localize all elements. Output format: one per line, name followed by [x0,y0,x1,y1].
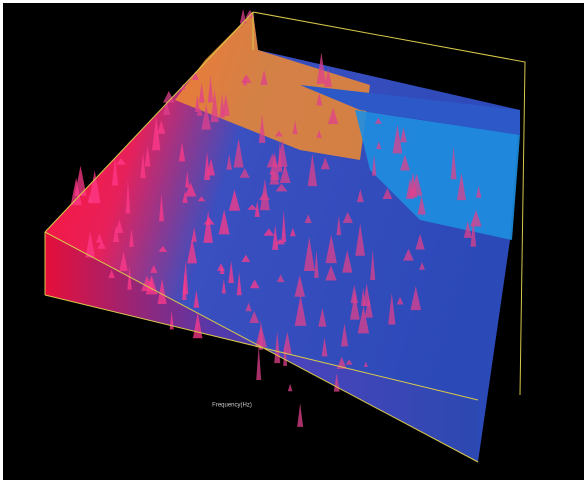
page: Frequency(Hz) (() => { const data = JSON… [0,0,587,483]
x-axis-title: Frequency(Hz) [212,403,252,409]
chart: Frequency(Hz) [0,0,587,483]
